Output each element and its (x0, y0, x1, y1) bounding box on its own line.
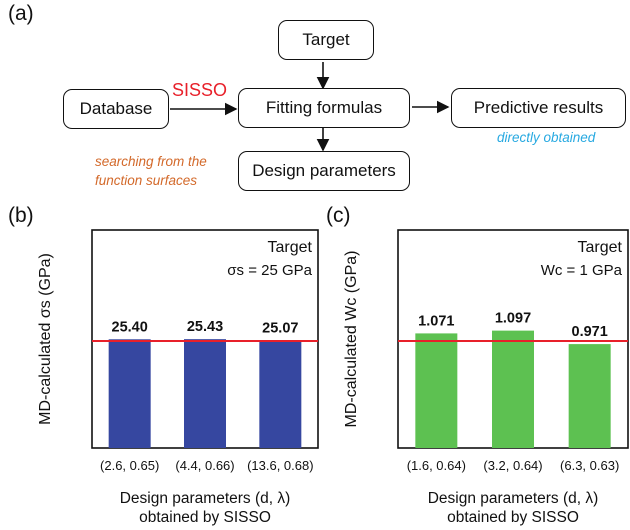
bar-value-label: 25.43 (187, 319, 223, 335)
bar (492, 330, 534, 448)
chart-c: 1.071 (1.6, 0.64) 1.097 (3.2, 0.64) 0.971 (6.… (343, 229, 629, 526)
x-tick-label: (3.2, 0.64) (483, 458, 542, 473)
searching-note-line-2: function surfaces (95, 173, 198, 188)
chart-b: 25.40 (2.6, 0.65) 25.43 (4.4, 0.66) 25.07 (13… (37, 229, 319, 526)
bar-value-label: 0.971 (572, 324, 608, 340)
bar (415, 333, 458, 448)
x-axis-label: Design parameters (d, λ) obtained by SISS… (120, 490, 291, 526)
y-axis-label: MD-calculated Wc (GPa) (343, 251, 360, 428)
x-axis-label: Design parameters (d, λ) obtained by SISS… (428, 490, 599, 526)
sisso-label: SISSO (172, 80, 228, 100)
x-tick-label: (1.6, 0.64) (407, 458, 466, 473)
target-formula: σs = 25 GPa (227, 262, 312, 279)
design-parameters-box: Design parameters (238, 151, 410, 191)
searching-note: searching from the function surfaces (95, 152, 207, 190)
x-tick-label: (13.6, 0.68) (247, 458, 314, 473)
bar (108, 339, 151, 448)
bar (184, 339, 226, 448)
bar-value-label: 1.071 (418, 313, 454, 329)
panel-c-label: (c) (326, 204, 351, 227)
directly-obtained-note: directly obtained (497, 130, 596, 145)
predictive-results-box: Predictive results (451, 88, 626, 128)
x-tick-label: (6.3, 0.63) (560, 458, 619, 473)
flowchart-arrows (170, 62, 450, 152)
panel-a-label: (a) (8, 2, 34, 25)
bar-value-label: 1.097 (495, 311, 531, 327)
bar (568, 344, 611, 448)
y-axis-label: MD-calculated σs (GPa) (37, 253, 54, 425)
target-text: Target (268, 239, 313, 256)
x-tick-label: (4.4, 0.66) (175, 458, 234, 473)
database-box: Database (63, 89, 169, 129)
x-tick-label: (2.6, 0.65) (100, 458, 159, 473)
searching-note-line-1: searching from the (95, 154, 207, 169)
bar-value-label: 25.40 (112, 319, 148, 335)
target-box: Target (278, 20, 374, 60)
bar (259, 340, 302, 448)
panel-b-label: (b) (8, 204, 34, 227)
fitting-formulas-box: Fitting formulas (238, 88, 410, 128)
target-formula: Wc = 1 GPa (541, 262, 623, 279)
bar-value-label: 25.07 (262, 321, 298, 337)
target-text: Target (578, 239, 623, 256)
